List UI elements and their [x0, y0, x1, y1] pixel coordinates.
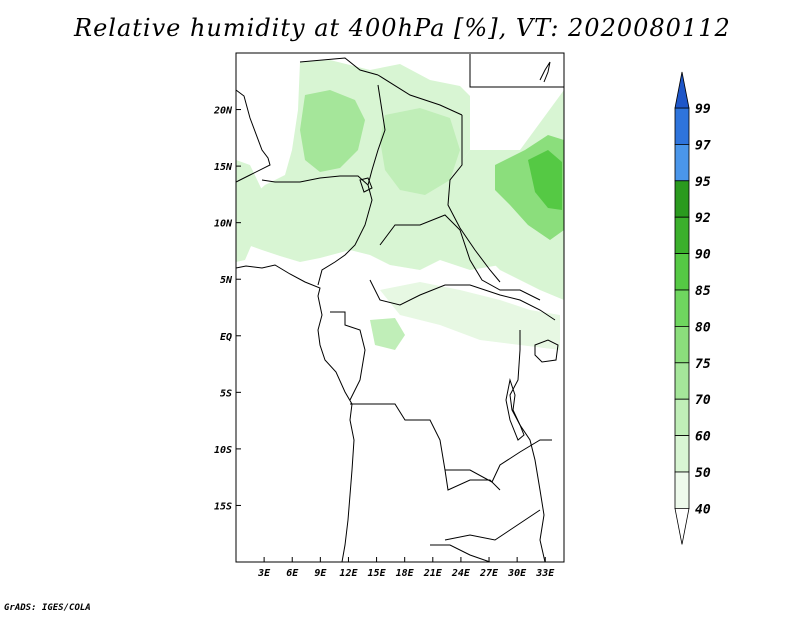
border-niger-nigeria	[261, 175, 369, 186]
lon-tick-label: 15E	[368, 568, 387, 579]
colorbar-swatch	[674, 180, 690, 218]
colorbar-swatch	[674, 216, 690, 254]
colorbar-swatch	[674, 289, 690, 327]
lat-tick-label: 15N	[214, 162, 233, 173]
colorbar-swatch	[674, 471, 690, 509]
colorbar-label: 60	[695, 430, 711, 445]
lat-tick-label: EQ	[220, 332, 232, 343]
colorbar-swatch	[674, 107, 690, 145]
lat-tick-label: 5S	[220, 388, 232, 399]
colorbar-label: 40	[695, 502, 711, 517]
lon-tick-label: 3E	[257, 568, 271, 579]
colorbar-label: 85	[695, 284, 711, 299]
colorbar-label: 70	[695, 393, 711, 408]
humidity-region-west	[236, 160, 262, 262]
colorbar-label: 90	[695, 248, 711, 263]
border-drc-zambia	[445, 439, 552, 483]
coastline-west-africa	[236, 89, 271, 183]
lon-tick-label: 6E	[286, 568, 299, 579]
colorbar-label: 92	[695, 211, 711, 226]
colorbar: 99 97 95 92 90 85 80 75 70 60 50 40	[674, 71, 711, 545]
lon-tick-label: 33E	[535, 568, 555, 579]
colorbar-label: 95	[695, 175, 711, 190]
colorbar-label: 97	[695, 138, 711, 153]
humidity-region-central	[380, 108, 460, 195]
lon-tick-label: 24E	[451, 568, 471, 579]
border-angola	[350, 403, 501, 491]
red-sea-coast	[539, 61, 551, 83]
colorbar-label: 75	[695, 357, 711, 372]
colorbar-swatch	[674, 398, 690, 437]
lat-tick-label: 5N	[220, 275, 233, 286]
lat-tick-label: 15S	[214, 501, 232, 512]
longitude-axis: 3E 6E 9E 12E 15E 18E 21E 24E 27E 30E 33E	[257, 557, 555, 579]
map-frame	[235, 52, 565, 563]
border-congo	[330, 311, 366, 401]
coastline-gulf-of-guinea	[236, 264, 355, 562]
lon-tick-label: 9E	[314, 568, 327, 579]
lat-tick-label: 10N	[214, 219, 233, 230]
border-chad-sudan	[447, 115, 501, 283]
lon-tick-label: 18E	[396, 568, 415, 579]
colorbar-label: 80	[695, 320, 711, 335]
humidity-field	[236, 60, 564, 350]
border-algeria-niger	[299, 57, 379, 76]
colorbar-swatch	[674, 362, 690, 400]
colorbar-label: 50	[695, 466, 711, 481]
colorbar-label: 99	[695, 102, 711, 117]
lake-victoria	[534, 339, 559, 363]
colorbar-swatch	[674, 143, 690, 182]
border-egypt-sudan	[469, 54, 564, 88]
humidity-region-north-inner	[300, 90, 365, 172]
border-chad-west	[367, 84, 386, 186]
borders	[236, 54, 564, 562]
colorbar-swatch	[674, 435, 690, 473]
lat-tick-label: 20N	[213, 106, 233, 117]
colorbar-swatch	[674, 253, 690, 291]
lake-tanganyika	[505, 378, 525, 441]
colorbar-bottom-triangle	[674, 507, 690, 545]
border-cameroon-car	[317, 184, 373, 286]
humidity-region-patch	[370, 318, 405, 350]
chart-title: Relative humidity at 400hPa [%], VT: 202…	[74, 14, 731, 42]
lon-tick-label: 12E	[339, 568, 358, 579]
lon-tick-label: 30E	[507, 568, 527, 579]
border-car-south	[379, 214, 541, 301]
lon-tick-label: 27E	[479, 568, 499, 579]
border-east-rift	[509, 330, 546, 562]
border-zambia-south	[444, 509, 541, 541]
lon-tick-label: 21E	[423, 568, 443, 579]
humidity-region-east-core	[528, 150, 562, 210]
latitude-axis: 20N 15N 10N 5N EQ 5S 10S 15S	[213, 106, 241, 512]
colorbar-top-triangle	[674, 71, 690, 109]
border-namibia	[430, 544, 491, 562]
colorbar-swatch	[674, 325, 690, 364]
border-libya-chad	[377, 74, 463, 116]
lat-tick-label: 10S	[214, 445, 232, 456]
lake-chad	[359, 177, 373, 193]
humidity-region-equator	[380, 282, 560, 350]
border-drc-north	[369, 279, 556, 321]
credit-text: GrADS: IGES/COLA	[4, 603, 91, 613]
